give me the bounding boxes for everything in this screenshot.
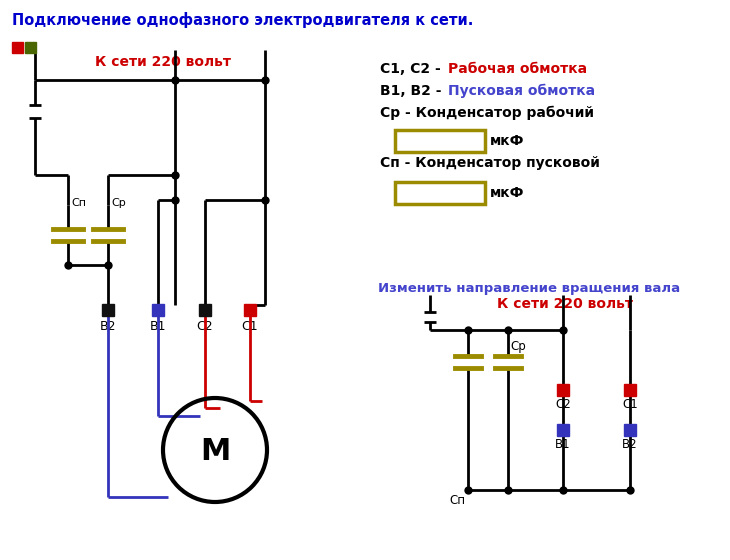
Text: мкФ: мкФ [490, 134, 524, 148]
Bar [102, 304, 114, 316]
Bar [25, 42, 36, 53]
Bar [624, 424, 636, 436]
Bar [395, 182, 485, 204]
Text: Рабочая обмотка: Рабочая обмотка [448, 62, 587, 76]
Text: С1: С1 [242, 320, 258, 333]
Bar [244, 304, 256, 316]
Text: Пусковая обмотка: Пусковая обмотка [448, 84, 595, 99]
Text: С2: С2 [196, 320, 213, 333]
Bar [152, 304, 164, 316]
Text: В2: В2 [622, 438, 638, 451]
Text: К сети 220 вольт: К сети 220 вольт [95, 55, 231, 69]
Text: Сп - Конденсатор пусковой: Сп - Конденсатор пусковой [380, 156, 600, 170]
Text: В1: В1 [150, 320, 166, 333]
Text: Ср: Ср [111, 198, 126, 208]
Text: С2: С2 [555, 398, 571, 411]
Text: Изменить направление вращения вала: Изменить направление вращения вала [378, 282, 680, 295]
Text: С1, С2 -: С1, С2 - [380, 62, 445, 76]
Text: В2: В2 [100, 320, 116, 333]
Text: Сп: Сп [71, 198, 86, 208]
Text: мкФ: мкФ [490, 186, 524, 200]
Text: К сети 220 вольт: К сети 220 вольт [497, 297, 633, 311]
Bar [395, 130, 485, 152]
Text: Ср: Ср [510, 340, 526, 353]
Bar [12, 42, 23, 53]
Text: М: М [200, 437, 230, 466]
Text: В1, В2 -: В1, В2 - [380, 84, 446, 98]
Bar [557, 384, 569, 396]
Bar [557, 424, 569, 436]
Bar [624, 384, 636, 396]
Text: С1: С1 [622, 398, 638, 411]
Text: Сп: Сп [449, 494, 465, 507]
Text: Подключение однофазного электродвигателя к сети.: Подключение однофазного электродвигателя… [12, 12, 473, 28]
Text: В1: В1 [556, 438, 571, 451]
Text: Ср - Конденсатор рабочий: Ср - Конденсатор рабочий [380, 106, 594, 120]
Bar [199, 304, 211, 316]
